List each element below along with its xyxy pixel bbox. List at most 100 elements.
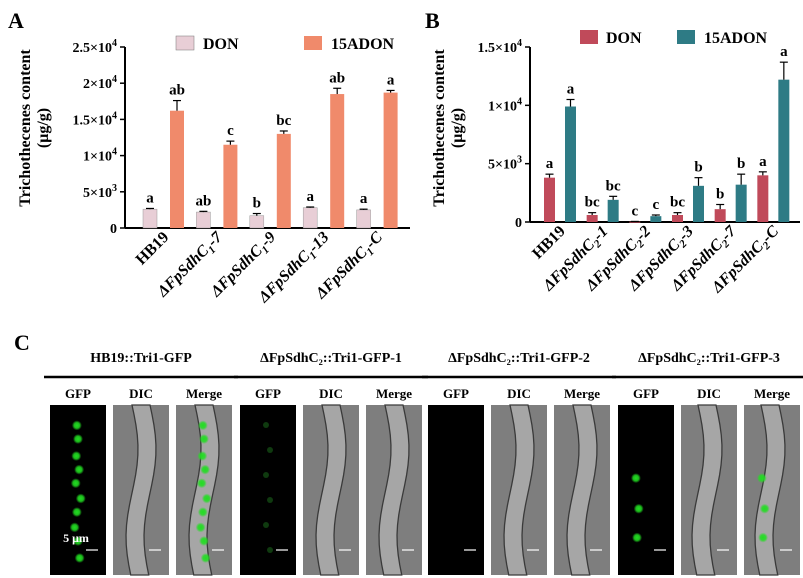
gfp-spot-gfp-3-1 (633, 503, 644, 514)
a-bar-don-0 (142, 208, 158, 229)
a-sig-letter-15adon-0: ab (169, 83, 185, 99)
hypha-merge-2 (566, 404, 598, 576)
gfp-spot-merge-0-4 (196, 478, 207, 489)
gfp-spot-merge-3-1 (759, 503, 770, 514)
b-sig-letter-15adon-5: a (780, 44, 788, 60)
b-bar-15adon-2 (650, 216, 662, 222)
a-bar-don-1 (196, 211, 211, 229)
hypha-dic-1 (315, 404, 347, 576)
a-bar-don-4 (356, 209, 371, 229)
faint-spot-1-4 (263, 522, 269, 528)
gfp-spot-merge-0-0 (197, 420, 208, 431)
hypha-merge-1 (378, 404, 410, 576)
hypha-dic-3 (691, 404, 723, 576)
panel-c-sub-gfp-2: GFP (443, 386, 469, 401)
gfp-spot-gfp-0-6 (71, 507, 82, 518)
panel-c-sub-dic-0: DIC (129, 386, 153, 401)
scale-label-0: 5 μm (63, 531, 89, 545)
b-bar-15adon-5 (778, 79, 790, 223)
panel-c-title-1: ΔFpSdhC₂::Tri1-GFP-1 (260, 351, 402, 366)
a-ytick-label-2: 1×104 (83, 147, 117, 165)
a-sig-letter-don-0: a (146, 190, 154, 206)
a-ytick-label-0: 0 (110, 222, 117, 237)
b-sig-letter-15adon-2: c (652, 197, 659, 213)
panel-c-sub-gfp-3: GFP (633, 386, 659, 401)
gfp-spot-gfp-0-5 (75, 493, 86, 504)
panel-c-sub-merge-1: Merge (376, 386, 412, 401)
a-sig-letter-15adon-3: ab (329, 70, 345, 86)
b-bar-15adon-1 (607, 199, 619, 222)
b-bar-15adon-3 (693, 185, 704, 222)
gfp-spot-gfp-0-4 (70, 478, 81, 489)
panel-a-ylabel-line2: (μg/g) (35, 108, 52, 148)
b-sig-letter-15adon-1: bc (606, 178, 621, 194)
b-ytick-label-0: 0 (515, 216, 522, 231)
gfp-spot-gfp-3-2 (632, 532, 643, 543)
b-sig-letter-15adon-3: b (694, 160, 702, 176)
panel-c-sub-merge-2: Merge (564, 386, 600, 401)
micrograph-gfp-2 (428, 405, 484, 575)
a-sig-letter-don-1: ab (195, 193, 211, 209)
panel-c-sub-dic-2: DIC (507, 386, 531, 401)
b-bar-don-2 (629, 221, 641, 223)
b-sig-letter-15adon-4: b (737, 156, 745, 172)
gfp-spot-merge-0-9 (200, 553, 211, 563)
gfp-spot-merge-0-2 (197, 451, 208, 461)
gfp-spot-merge-0-5 (201, 493, 212, 504)
b-bar-don-3 (672, 215, 683, 222)
legend-b-don-swatch (580, 30, 598, 44)
gfp-spot-merge-0-1 (199, 434, 209, 444)
legend-b-adon-swatch (677, 30, 695, 44)
micrograph-gfp-3 (618, 405, 674, 575)
panel-b-ylabel-line1: Trichothecenes content (431, 49, 448, 207)
b-xtick-label-0: HB19 (529, 223, 569, 263)
gfp-spot-merge-3-2 (758, 532, 769, 543)
a-sig-letter-don-4: a (360, 191, 368, 207)
b-sig-letter-don-5: a (759, 154, 767, 170)
hypha-merge-3 (754, 404, 786, 576)
panel-b-ylabel: Trichothecenes content (μg/g) (431, 49, 466, 207)
a-ytick-label-4: 2×104 (83, 74, 117, 92)
panel-b-ylabel-line2: (μg/g) (449, 108, 466, 148)
faint-spot-1-3 (267, 497, 273, 503)
a-bar-15adon-2 (276, 133, 291, 228)
a-sig-letter-don-3: a (306, 189, 314, 205)
panel-c-sub-merge-3: Merge (754, 386, 790, 401)
hypha-merge-0 (188, 404, 220, 576)
gfp-spot-gfp-0-2 (71, 451, 82, 461)
gfp-spot-gfp-0-3 (74, 464, 85, 475)
b-bar-don-0 (544, 177, 555, 222)
a-bar-don-3 (302, 207, 318, 229)
panel-b-label: B (425, 8, 440, 33)
a-ytick-label-5: 2.5×104 (73, 38, 117, 56)
hypha-dic-0 (125, 404, 157, 576)
b-bar-don-1 (586, 215, 598, 222)
b-sig-letter-15adon-0: a (567, 82, 575, 98)
a-bar-15adon-3 (330, 94, 345, 228)
gfp-spot-gfp-0-8 (73, 536, 83, 546)
b-ytick-label-3: 1.5×104 (478, 38, 522, 56)
a-bar-15adon-1 (223, 144, 238, 228)
legend-b-don-label: DON (606, 30, 642, 47)
faint-spot-1-0 (263, 422, 269, 428)
gfp-spot-merge-0-7 (195, 522, 206, 533)
legend-a-adon-label: 15ADON (331, 36, 395, 53)
b-bar-don-4 (714, 209, 726, 222)
panel-c-title-2: ΔFpSdhC₂::Tri1-GFP-2 (448, 351, 590, 366)
a-xtick-label-0: HB19 (133, 229, 173, 269)
b-bar-don-5 (757, 175, 769, 222)
gfp-spot-gfp-0-9 (74, 553, 85, 563)
b-ytick-label-2: 1×104 (488, 96, 522, 114)
legend-b-adon-label: 15ADON (704, 30, 768, 47)
a-ytick-label-3: 1.5×104 (73, 110, 117, 128)
gfp-spot-merge-0-6 (197, 507, 208, 518)
b-sig-letter-don-2: c (631, 203, 638, 219)
hypha-dic-2 (503, 404, 535, 576)
a-sig-letter-don-2: b (253, 196, 261, 212)
b-sig-letter-don-1: bc (585, 195, 600, 211)
micrograph-gfp-0 (50, 405, 106, 575)
a-sig-letter-15adon-1: c (227, 123, 234, 139)
b-sig-letter-don-4: b (716, 187, 724, 203)
